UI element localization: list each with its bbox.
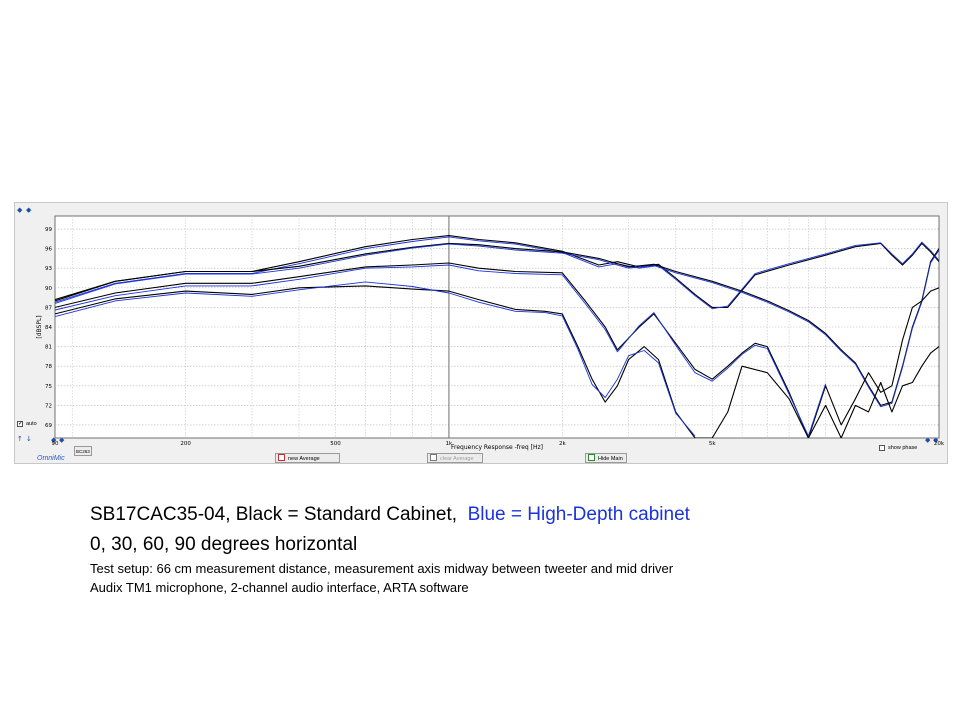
zoom-out-y-icon[interactable]: ◆ [26,206,32,214]
y-tick-label: 75 [45,384,52,390]
y-tick-labels: 69 72 75 78 81 84 87 90 93 96 99 [45,227,52,429]
scroll-right-x-icon[interactable]: ◆ [933,436,939,444]
y-tick-label: 93 [45,266,52,272]
y-tick-label: 99 [45,227,52,233]
x-tick-labels: 90 200 500 1k 2k 5k 20k [52,441,945,447]
bc-button[interactable]: BC263 [74,446,92,456]
caption-line-4: Audix TM1 microphone, 2-channel audio in… [90,580,469,595]
zoom-in-x-icon[interactable]: ◆ [51,436,57,444]
y-tick-label: 72 [45,403,52,409]
zoom-out-x-icon[interactable]: ◆ [59,436,65,444]
series-line-black [55,235,939,308]
clear-average-label: clear Average [440,456,474,462]
x-tick-label: 1k [446,441,453,447]
omnimic-label: OmniMic [37,455,65,462]
series-line-black [55,285,939,438]
hide-main-icon [588,454,595,461]
x-tick-label: 5k [709,441,716,447]
y-axis-label: [dBSPL] [36,315,43,338]
x-tick-label: 90 [52,441,59,447]
x-tick-label: 20k [934,441,945,447]
scroll-up-y-icon[interactable]: ↑ [17,435,23,443]
y-tick-label: 87 [45,305,52,311]
frequency-response-chart: 69 72 75 78 81 84 87 90 93 96 99 90 200 500 1k 2k 5k 20k… [36,215,945,451]
new-average-icon [278,454,285,461]
series-line-black [55,262,939,438]
show-phase-label: show phase [888,445,918,451]
y-tick-label: 78 [45,364,52,370]
series-line-blue [55,264,827,437]
caption-line-1: SB17CAC35-04, Black = Standard Cabinet, … [90,504,690,526]
x-tick-label: 500 [330,441,341,447]
x-tick-label: 200 [180,441,191,447]
caption-line-3: Test setup: 66 cm measurement distance, … [90,561,674,576]
new-average-label: new Average [288,456,320,462]
series-group [55,235,939,438]
y-tick-label: 90 [45,286,52,292]
clear-average-button[interactable]: clear Average [427,453,483,463]
caption-blue-text: Blue = High-Depth cabinet [467,504,690,525]
auto-checkbox[interactable]: ✓ [17,421,24,427]
clear-average-icon [430,454,437,461]
auto-label: auto [26,421,37,427]
y-tick-label: 69 [45,423,52,429]
scroll-down-y-icon[interactable]: ↓ [26,435,32,443]
series-line-blue [55,236,939,310]
x-tick-label: 2k [559,441,566,447]
caption-black-text: SB17CAC35-04, Black = Standard Cabinet, [90,504,458,525]
y-tick-label: 84 [45,325,52,331]
y-tick-label: 81 [45,345,52,351]
show-phase-checkbox[interactable] [879,445,885,451]
scroll-left-x-icon[interactable]: ◆ [925,436,931,444]
x-axis-label: Frequency Response -freq [Hz] [451,444,543,451]
hide-main-button[interactable]: Hide Main [585,453,627,463]
hide-main-label: Hide Main [598,456,623,462]
series-line-blue [55,281,696,437]
new-average-button[interactable]: new Average [275,453,340,463]
caption-line-2: 0, 30, 60, 90 degrees horizontal [90,534,358,555]
series-line-blue [55,243,939,408]
arta-window: ◆ ◆ ↑ ↓ ✓ auto OmniMic ◆ ◆ BC263 new Ave… [14,202,948,464]
y-tick-label: 96 [45,247,52,253]
zoom-in-y-icon[interactable]: ◆ [17,206,23,214]
